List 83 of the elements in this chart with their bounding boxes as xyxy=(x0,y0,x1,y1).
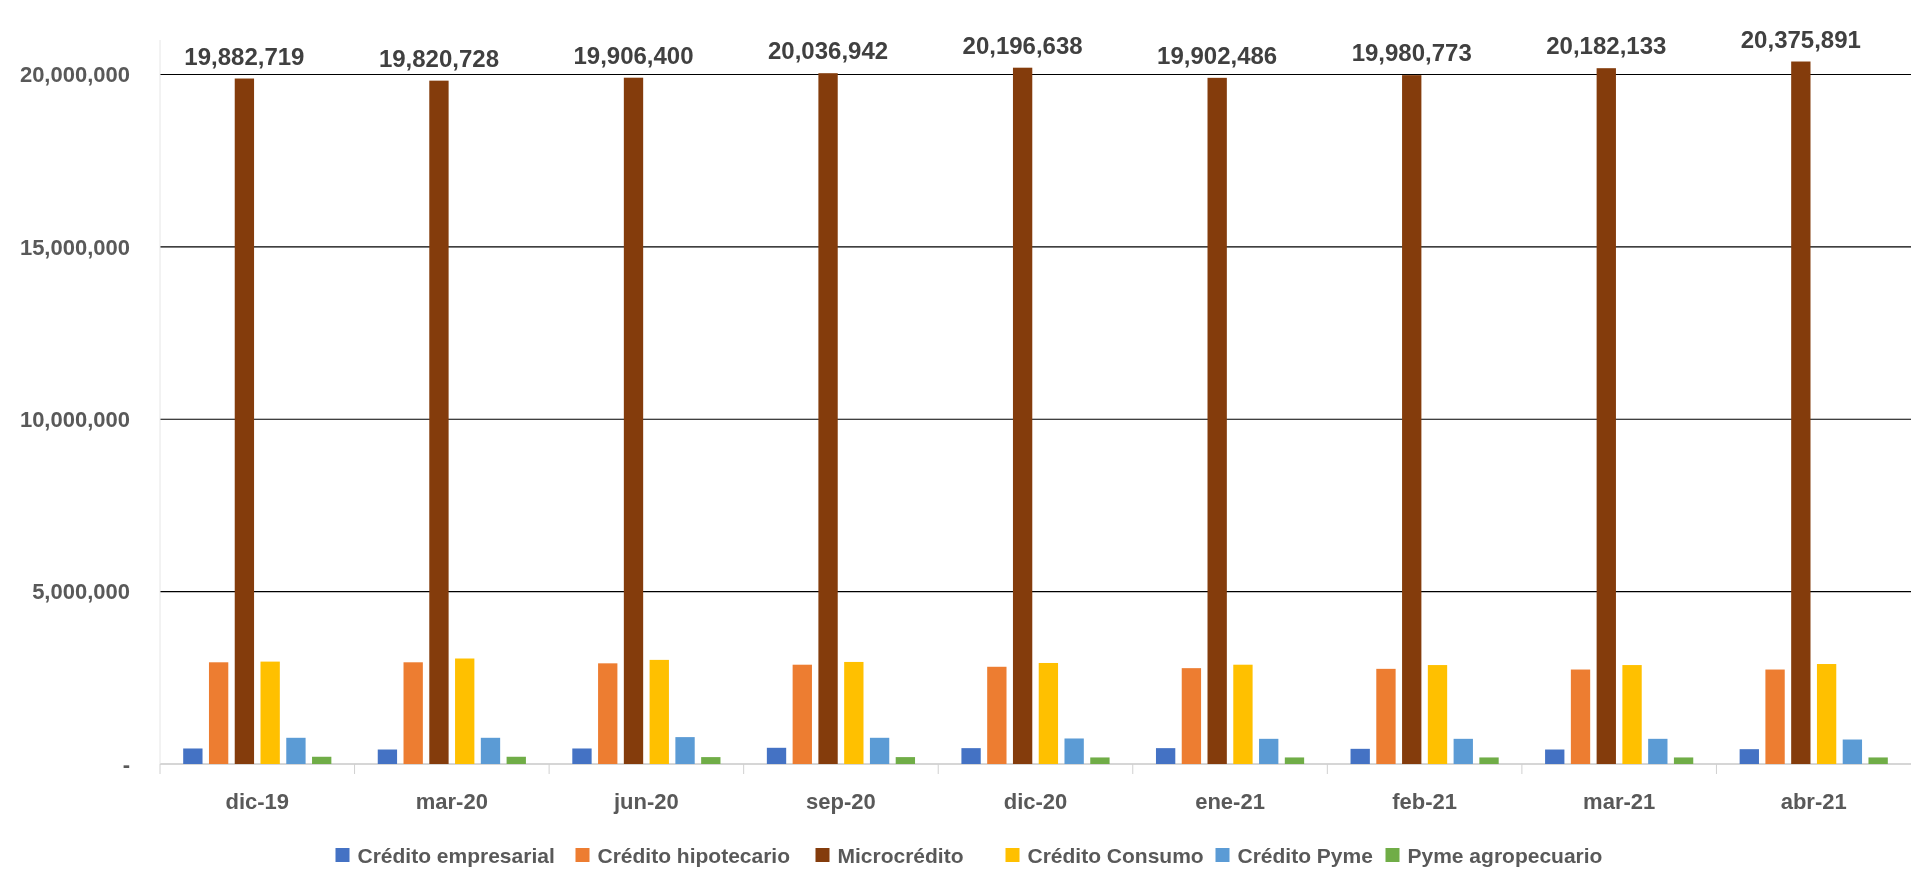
data-label: 20,196,638 xyxy=(962,31,1083,59)
bar xyxy=(1479,757,1499,764)
bar xyxy=(455,658,475,764)
data-label: 20,375,891 xyxy=(1740,25,1861,53)
bar xyxy=(480,737,501,764)
bar xyxy=(1545,749,1565,764)
bar xyxy=(766,747,787,764)
bar xyxy=(1648,738,1668,764)
bar xyxy=(1233,664,1253,764)
bar xyxy=(1064,738,1084,764)
data-label: 19,902,486 xyxy=(1157,41,1278,69)
bar xyxy=(1673,757,1694,764)
bar xyxy=(1765,669,1785,764)
bar xyxy=(208,662,229,764)
bar xyxy=(1155,748,1176,764)
bar xyxy=(701,757,721,764)
x-tick-label: mar-20 xyxy=(415,789,488,814)
x-tick-label: jun-20 xyxy=(612,789,679,814)
bar xyxy=(429,80,449,764)
bar xyxy=(403,662,423,764)
bar xyxy=(675,737,695,764)
y-tick-label: 10,000,000 xyxy=(19,406,130,432)
bar xyxy=(961,748,981,764)
data-label: 20,182,133 xyxy=(1546,32,1667,60)
data-label: 19,906,400 xyxy=(573,41,694,69)
y-tick-label: 15,000,000 xyxy=(19,234,130,260)
bar xyxy=(1868,757,1888,764)
x-tick-label: ene-21 xyxy=(1195,789,1265,814)
data-label: 20,036,942 xyxy=(768,37,889,65)
bar xyxy=(1259,738,1279,764)
data-label: 19,820,728 xyxy=(378,44,500,72)
data-label: 19,980,773 xyxy=(1351,39,1472,67)
bar xyxy=(1207,77,1227,764)
bar xyxy=(1012,67,1033,764)
x-tick-label: feb-21 xyxy=(1392,789,1458,814)
bar xyxy=(1181,668,1202,764)
bar xyxy=(1038,662,1059,764)
bar xyxy=(623,77,644,764)
bar xyxy=(818,73,838,764)
y-tick-label: 5,000,000 xyxy=(32,579,130,605)
y-tick-label: - xyxy=(122,751,130,777)
legend-label: Crédito Consumo xyxy=(1027,844,1204,868)
bar xyxy=(1402,75,1422,764)
data-label: 19,882,719 xyxy=(184,42,305,70)
bar xyxy=(377,749,398,764)
y-tick-label: 20,000,000 xyxy=(19,62,130,88)
x-tick-label: dic-20 xyxy=(1003,789,1068,814)
x-tick-label: dic-19 xyxy=(225,789,290,814)
x-tick-label: sep-20 xyxy=(806,789,876,814)
bar xyxy=(1842,739,1863,764)
bar xyxy=(1376,668,1396,764)
bar xyxy=(869,737,890,764)
bar xyxy=(1427,665,1448,764)
bar xyxy=(1622,665,1642,764)
bar xyxy=(506,756,526,764)
bar xyxy=(286,737,306,764)
legend-label: Crédito empresarial xyxy=(357,844,555,868)
bar xyxy=(844,661,864,764)
bar xyxy=(312,756,332,764)
legend-label: Pyme agropecuario xyxy=(1407,844,1603,868)
bar xyxy=(234,78,255,764)
bar xyxy=(1816,664,1837,764)
x-tick-label: mar-21 xyxy=(1583,789,1656,814)
bar xyxy=(1350,748,1370,764)
bar xyxy=(1453,738,1473,764)
bar xyxy=(1791,61,1811,764)
bar xyxy=(649,659,669,764)
bar xyxy=(895,757,916,764)
legend-label: Crédito Pyme xyxy=(1237,844,1373,868)
bar xyxy=(987,666,1007,764)
bar xyxy=(1090,757,1110,764)
bar xyxy=(260,661,280,764)
legend-label: Crédito hipotecario xyxy=(597,844,791,868)
bar xyxy=(1596,68,1616,764)
bar xyxy=(1284,757,1305,764)
bar xyxy=(572,748,592,764)
legend-label: Microcrédito xyxy=(837,844,964,868)
bar xyxy=(183,748,203,764)
bar xyxy=(792,664,812,764)
x-tick-label: abr-21 xyxy=(1780,789,1847,814)
bar xyxy=(1739,749,1759,764)
bar xyxy=(598,663,618,764)
bar xyxy=(1570,669,1591,764)
